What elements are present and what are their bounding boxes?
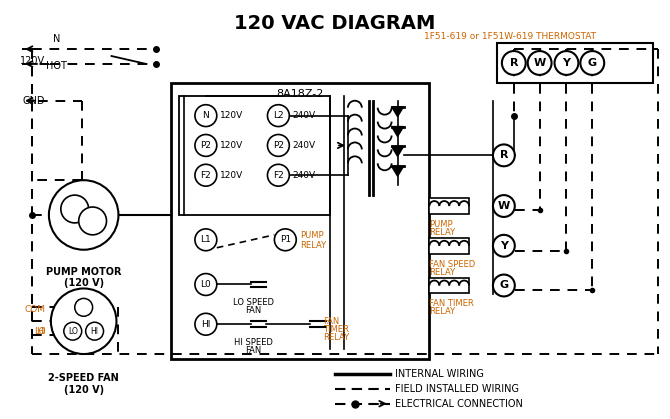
Bar [429,277,469,293]
Circle shape [195,105,217,127]
Text: 120 VAC DIAGRAM: 120 VAC DIAGRAM [234,14,436,33]
Text: 1F51-619 or 1F51W-619 THERMOSTAT: 1F51-619 or 1F51W-619 THERMOSTAT [424,32,596,41]
Bar [497,43,653,83]
Text: ELECTRICAL CONNECTION: ELECTRICAL CONNECTION [395,399,523,409]
Text: W: W [498,201,510,211]
Text: P2: P2 [273,141,284,150]
Text: RELAY: RELAY [429,228,456,237]
Circle shape [78,207,107,235]
Text: PUMP MOTOR
(120 V): PUMP MOTOR (120 V) [46,266,121,288]
Text: 120V: 120V [220,111,243,120]
Text: 240V: 240V [292,111,316,120]
Text: RELAY: RELAY [429,268,456,277]
Bar [171,83,429,359]
Circle shape [267,105,289,127]
Text: HI SPEED: HI SPEED [234,338,273,347]
Text: N: N [53,34,60,44]
Circle shape [51,288,117,354]
Text: L2: L2 [273,111,283,120]
Circle shape [493,145,515,166]
Polygon shape [392,107,403,116]
Circle shape [502,51,526,75]
Circle shape [49,180,119,250]
Text: LO: LO [68,327,78,336]
Text: RELAY: RELAY [323,333,349,341]
Polygon shape [392,166,403,176]
Circle shape [61,195,88,223]
Circle shape [195,274,217,295]
Polygon shape [392,127,403,137]
Text: R: R [500,150,508,160]
Text: FIELD INSTALLED WIRING: FIELD INSTALLED WIRING [395,384,519,394]
Text: 2-SPEED FAN
(120 V): 2-SPEED FAN (120 V) [48,373,119,395]
Text: INTERNAL WIRING: INTERNAL WIRING [395,369,484,379]
Text: F2: F2 [200,171,211,180]
Text: 240V: 240V [292,171,316,180]
Text: FAN SPEED: FAN SPEED [429,260,476,269]
Text: RELAY: RELAY [429,308,456,316]
Circle shape [267,134,289,156]
Circle shape [267,164,289,186]
Text: G: G [499,280,509,290]
Circle shape [195,134,217,156]
Bar [429,238,469,254]
Text: W: W [533,58,546,68]
Circle shape [195,164,217,186]
Text: PUMP: PUMP [429,220,453,229]
Text: HI: HI [37,327,46,336]
Text: HOT: HOT [46,61,67,71]
Text: 120V: 120V [220,141,243,150]
Text: FAN: FAN [323,317,339,326]
Polygon shape [392,146,403,156]
Text: 240V: 240V [292,141,316,150]
Text: RELAY: RELAY [300,241,326,250]
Text: Y: Y [562,58,570,68]
Circle shape [75,298,92,316]
Circle shape [555,51,578,75]
Text: PUMP: PUMP [300,231,324,241]
Circle shape [275,229,296,251]
Text: L1: L1 [200,235,211,244]
Text: P1: P1 [280,235,291,244]
Text: FAN TIMER: FAN TIMER [429,300,474,308]
Text: G: G [588,58,597,68]
Text: L0: L0 [200,280,211,289]
Text: GND: GND [22,96,45,106]
Circle shape [493,235,515,257]
Bar [179,96,330,215]
Bar [429,198,469,214]
Circle shape [493,195,515,217]
Text: LO: LO [34,327,46,336]
Text: P2: P2 [200,141,211,150]
Circle shape [493,274,515,296]
Text: Y: Y [500,241,508,251]
Text: 8A18Z-2: 8A18Z-2 [277,89,324,99]
Text: F2: F2 [273,171,284,180]
Text: COM: COM [25,305,46,314]
Text: LO SPEED: LO SPEED [233,298,274,308]
Text: HI: HI [201,320,210,329]
Circle shape [86,322,104,340]
Text: FAN: FAN [245,306,262,316]
Text: HI: HI [90,327,98,336]
Circle shape [195,313,217,335]
Text: 120V: 120V [220,171,243,180]
Circle shape [195,229,217,251]
Circle shape [528,51,551,75]
Circle shape [64,322,82,340]
Text: 120V: 120V [20,56,46,66]
Text: N: N [202,111,209,120]
Text: TIMER: TIMER [323,325,349,334]
Circle shape [580,51,604,75]
Text: FAN: FAN [245,346,262,355]
Text: R: R [510,58,518,68]
